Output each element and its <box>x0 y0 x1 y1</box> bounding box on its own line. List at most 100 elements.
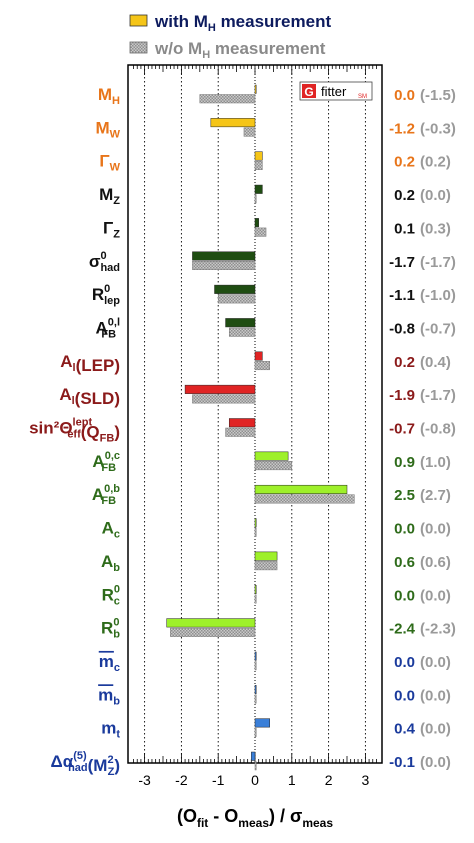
x-tick-label: -1 <box>212 772 225 788</box>
row-labels: MH MW ΓW MZ ΓZ σ0 had R0 lep A0,l FB Al(LEP) Al(SLD)… <box>29 85 121 778</box>
row-label: MW <box>95 118 120 140</box>
bar-without-mh <box>192 394 256 404</box>
bar-without-mh <box>228 327 256 337</box>
bar-with-mh <box>254 685 257 695</box>
x-tick-label: 1 <box>288 772 296 788</box>
value-without-mh: (2.7) <box>420 487 451 504</box>
value-with-mh: -1.1 <box>389 287 415 304</box>
value-labels: 0.0 (-1.5) -1.2 (-0.3) 0.2 (0.2) 0.2 (0.0) 0.1 (0… <box>389 87 456 771</box>
value-without-mh: (0.0) <box>420 587 451 604</box>
value-with-mh: 0.4 <box>394 721 416 738</box>
logo-frame <box>299 81 373 101</box>
value-without-mh: (-1.5) <box>420 87 456 104</box>
value-without-mh: (1.0) <box>420 454 451 471</box>
row-label: R0 c <box>102 583 120 607</box>
row-label: mc <box>99 652 120 674</box>
bar-without-mh <box>243 127 256 137</box>
row-label: R0 lep <box>92 283 120 307</box>
row-label: A0,c FB <box>92 450 120 474</box>
legend-label-without: w/o MH measurement <box>154 39 326 61</box>
x-tick-label: -3 <box>138 772 151 788</box>
value-with-mh: -1.9 <box>389 387 415 404</box>
row-label: MH <box>98 85 120 107</box>
bar-without-mh <box>254 194 257 204</box>
row-label: R0 b <box>101 617 120 641</box>
bar-with-mh <box>228 418 256 428</box>
bar-with-mh <box>254 718 270 728</box>
gfitter-logo: G fitter SM <box>299 81 373 101</box>
value-without-mh: (-1.7) <box>420 387 456 404</box>
value-with-mh: 2.5 <box>394 487 415 504</box>
value-without-mh: (0.0) <box>420 754 451 771</box>
legend-swatch-with <box>129 14 148 27</box>
bar-with-mh <box>210 118 256 128</box>
row-label: MZ <box>99 185 120 207</box>
value-without-mh: (0.0) <box>420 721 451 738</box>
bar-without-mh <box>254 461 293 471</box>
value-without-mh: (0.6) <box>420 554 451 571</box>
bar-with-mh <box>184 384 256 394</box>
bar-without-mh <box>254 227 267 237</box>
value-without-mh: (-1.0) <box>420 287 456 304</box>
x-tick-label: 3 <box>362 772 370 788</box>
x-tick-label: 0 <box>251 772 259 788</box>
value-with-mh: 0.2 <box>394 187 415 204</box>
legend-swatch-without <box>129 41 148 54</box>
axis-ticks: -3 -2 -1 0 1 2 3 <box>133 65 377 788</box>
row-label: Ab <box>101 552 120 574</box>
bar-without-mh <box>217 294 256 304</box>
grid-lines <box>144 65 366 763</box>
bar-without-mh <box>254 494 355 504</box>
bar-without-mh <box>254 727 257 737</box>
bar-without-mh <box>254 594 257 604</box>
value-without-mh: (0.0) <box>420 187 451 204</box>
value-with-mh: 0.0 <box>394 87 415 104</box>
value-with-mh: 0.0 <box>394 687 415 704</box>
bar-with-mh <box>254 518 257 528</box>
value-with-mh: -1.2 <box>389 120 415 137</box>
row-label: Al(SLD) <box>59 385 120 408</box>
bar-with-mh <box>225 318 256 328</box>
bar-without-mh <box>199 94 256 104</box>
value-with-mh: 0.2 <box>394 154 415 171</box>
value-without-mh: (-1.7) <box>420 254 456 271</box>
row-label: σ0 had <box>89 250 120 274</box>
value-with-mh: 0.0 <box>394 521 415 538</box>
bar-without-mh <box>192 261 256 270</box>
legend: with MH measurement w/o MH measurement <box>129 12 331 61</box>
bar-without-mh <box>254 160 263 170</box>
bar-with-mh <box>254 451 289 461</box>
x-axis-title: (Ofit - Omeas) / σmeas <box>177 806 333 830</box>
row-label: Δα(5) had(M2 Z) <box>51 750 120 778</box>
value-without-mh: (0.0) <box>420 687 451 704</box>
bar-with-mh <box>214 284 256 294</box>
value-without-mh: (0.4) <box>420 354 451 371</box>
value-with-mh: -0.1 <box>389 754 415 771</box>
value-with-mh: 0.9 <box>394 454 415 471</box>
value-with-mh: 0.1 <box>394 220 415 237</box>
value-without-mh: (0.0) <box>420 521 451 538</box>
bar-with-mh <box>251 751 256 761</box>
value-without-mh: (0.2) <box>420 154 451 171</box>
bars <box>166 84 355 771</box>
value-with-mh: 0.0 <box>394 654 415 671</box>
value-with-mh: -2.4 <box>389 621 416 638</box>
row-label: Al(LEP) <box>60 352 120 375</box>
row-label: ΓZ <box>103 218 120 240</box>
bar-with-mh <box>166 618 256 628</box>
bar-without-mh <box>254 361 270 371</box>
value-without-mh: (-0.8) <box>420 421 456 438</box>
bar-with-mh <box>254 651 257 661</box>
bar-with-mh <box>254 585 257 594</box>
legend-label-with: with MH measurement <box>154 12 331 34</box>
value-with-mh: 0.6 <box>394 554 415 571</box>
bar-without-mh <box>254 694 257 704</box>
bar-with-mh <box>254 218 259 228</box>
logo-text: fitter <box>321 84 347 99</box>
row-label: mt <box>101 719 120 741</box>
x-tick-label: -2 <box>175 772 188 788</box>
bar-without-mh <box>254 661 257 671</box>
row-label: Ac <box>102 519 120 541</box>
row-label: mb <box>98 685 120 707</box>
value-with-mh: -0.8 <box>389 320 415 337</box>
